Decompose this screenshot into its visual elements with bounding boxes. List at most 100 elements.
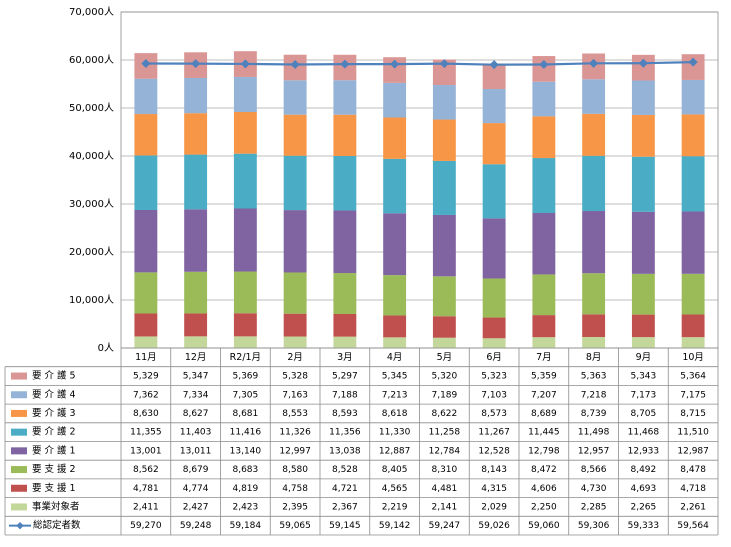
- data-label: 7,173: [630, 390, 656, 400]
- bar-segment: [432, 85, 456, 120]
- bar-segment: [283, 272, 307, 314]
- y-tick-label: 50,000人: [69, 102, 114, 114]
- category-label: 12月: [185, 352, 207, 363]
- data-label: 2,395: [282, 502, 308, 512]
- legend-label: 要 支 援 1: [32, 482, 76, 494]
- data-label: 5,347: [183, 372, 209, 382]
- data-label: 5,297: [332, 372, 358, 382]
- data-label: 8,562: [133, 465, 159, 475]
- category-label: 5月: [437, 352, 453, 363]
- data-label: 5,328: [282, 372, 308, 382]
- data-label: 11,356: [329, 428, 361, 438]
- bar-segment: [134, 272, 158, 314]
- bar-segment: [184, 77, 208, 114]
- category-label: 4月: [387, 352, 403, 363]
- data-label: 7,103: [481, 390, 507, 400]
- bar-segment: [432, 337, 456, 348]
- bar-segment: [631, 156, 655, 212]
- data-label: 12,997: [279, 446, 311, 456]
- bar-segment: [134, 78, 158, 115]
- data-label: 4,718: [680, 484, 706, 494]
- bar-segment: [681, 54, 705, 80]
- category-label: 8月: [586, 352, 602, 363]
- legend-swatch: [11, 447, 27, 455]
- data-label: 4,606: [531, 484, 557, 494]
- data-label: 59,060: [528, 521, 560, 531]
- data-label: 12,933: [628, 446, 660, 456]
- data-label: 59,065: [279, 521, 311, 531]
- category-label: 9月: [636, 352, 652, 363]
- bar-segment: [233, 313, 257, 337]
- bar-segment: [233, 153, 257, 209]
- legend-label: 要 介 護 5: [32, 370, 76, 382]
- data-label: 4,819: [232, 484, 258, 494]
- data-label: 8,310: [431, 465, 457, 475]
- bar-segment: [432, 59, 456, 86]
- data-label: 2,219: [382, 502, 408, 512]
- bar-segment: [184, 113, 208, 155]
- bar-segment: [333, 273, 357, 314]
- y-tick-label: 70,000人: [69, 6, 114, 18]
- total-marker: [141, 58, 151, 69]
- data-label: 8,618: [382, 409, 408, 419]
- category-label: R2/1月: [230, 352, 261, 363]
- data-label: 11,258: [429, 428, 461, 438]
- total-marker: [340, 59, 350, 69]
- data-label: 7,362: [133, 390, 159, 400]
- data-label: 7,218: [581, 390, 607, 400]
- bar-segment: [482, 164, 506, 219]
- data-label: 59,247: [429, 521, 461, 531]
- bar-segment: [383, 82, 407, 118]
- bar-segment: [233, 336, 257, 348]
- bar-segment: [482, 338, 506, 348]
- bar-segment: [532, 81, 556, 117]
- data-label: 4,565: [382, 484, 408, 494]
- bar-segment: [333, 80, 357, 115]
- data-label: 5,359: [531, 372, 557, 382]
- bar-segment: [631, 211, 655, 274]
- bar-segment: [432, 316, 456, 338]
- data-label: 8,405: [382, 465, 408, 475]
- data-label: 11,445: [528, 428, 560, 438]
- data-label: 5,369: [232, 372, 258, 382]
- data-label: 5,329: [133, 372, 159, 382]
- data-label: 8,472: [531, 465, 557, 475]
- data-label: 59,333: [628, 521, 660, 531]
- data-label: 8,553: [282, 409, 308, 419]
- data-label: 59,142: [379, 521, 411, 531]
- bar-segment: [383, 213, 407, 276]
- data-label: 13,140: [230, 446, 262, 456]
- data-label: 2,265: [630, 502, 656, 512]
- bar-segment: [283, 336, 307, 348]
- y-tick-label: 60,000人: [69, 54, 114, 66]
- legend-line-marker: [16, 521, 24, 530]
- bar-segment: [432, 160, 456, 215]
- bar-segment: [283, 80, 307, 115]
- bar-segment: [233, 271, 257, 314]
- bar-segment: [383, 117, 407, 159]
- bar-segment: [582, 79, 606, 114]
- data-label: 8,143: [481, 465, 507, 475]
- total-line: [145, 60, 694, 66]
- data-label: 5,364: [680, 372, 706, 382]
- data-label: 8,492: [630, 465, 656, 475]
- legend-swatch: [11, 466, 27, 474]
- y-tick-label: 0人: [98, 342, 114, 354]
- data-label: 12,784: [429, 446, 461, 456]
- data-label: 13,038: [329, 446, 361, 456]
- bar-segment: [582, 273, 606, 315]
- data-label: 12,798: [528, 446, 560, 456]
- total-marker: [191, 59, 201, 69]
- data-label: 11,510: [677, 428, 709, 438]
- data-label: 7,163: [282, 390, 308, 400]
- bar-segment: [383, 337, 407, 348]
- data-label: 11,468: [628, 428, 660, 438]
- legend-swatch: [11, 409, 27, 417]
- data-label: 13,011: [180, 446, 212, 456]
- legend-swatch: [11, 372, 27, 380]
- category-label: 3月: [337, 352, 353, 363]
- bar-segment: [184, 313, 208, 337]
- data-label: 12,528: [478, 446, 510, 456]
- legend-label: 要 介 護 2: [32, 426, 76, 438]
- data-label: 2,250: [531, 502, 557, 512]
